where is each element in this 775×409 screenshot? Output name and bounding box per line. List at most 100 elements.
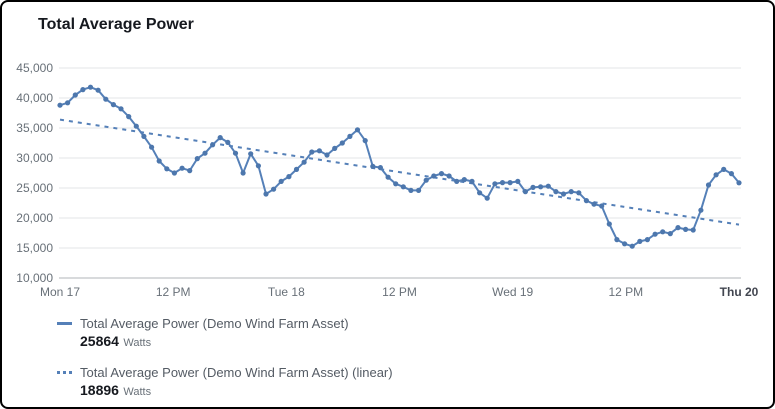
data-point-marker [568,189,574,195]
data-point-marker [637,238,643,244]
data-point-marker [416,187,422,193]
y-axis-label: 45,000 [16,61,53,75]
data-point-marker [385,174,391,180]
data-point-marker [248,151,254,157]
legend-label: Total Average Power (Demo Wind Farm Asse… [80,316,349,331]
data-point-marker [202,150,208,156]
legend-unit: Watts [123,337,152,349]
data-point-marker [217,135,223,141]
data-point-marker [553,189,559,195]
data-point-marker [103,96,109,102]
data-point-marker [492,181,498,187]
x-axis-label: Wed 19 [492,285,533,299]
page-title: Total Average Power [38,16,194,33]
data-point-marker [477,190,483,196]
data-point-marker [400,184,406,190]
data-point-marker [469,178,475,184]
data-point-marker [660,229,666,235]
data-point-marker [599,203,605,209]
data-point-marker [110,102,116,108]
y-axis-label: 10,000 [16,271,53,285]
legend-current-value: 25864 [80,333,119,349]
data-point-marker [484,195,490,201]
main-line-series [59,86,740,248]
data-point-marker [675,225,681,231]
data-point-marker [347,133,353,139]
data-point-marker [210,142,216,148]
trend-line-series [59,118,740,226]
data-point-marker [263,191,269,197]
legend-item-total-average-power-linear[interactable]: Total Average Power (Demo Wind Farm Asse… [57,365,393,400]
solid-line-swatch-icon [57,322,72,325]
data-point-marker [332,145,338,151]
data-point-marker [187,168,193,174]
y-axis-label: 20,000 [16,211,53,225]
data-point-marker [683,226,689,232]
data-point-marker [736,180,742,186]
x-axis-label: 12 PM [156,285,191,299]
data-point-marker [255,163,261,169]
data-point-marker [126,114,132,120]
x-axis-label: Mon 17 [40,285,80,299]
data-point-marker [156,158,162,164]
x-axis-label: 12 PM [608,285,643,299]
data-point-marker [454,178,460,184]
x-axis-label: 12 PM [382,285,417,299]
data-point-marker [522,189,529,195]
data-point-marker [339,140,345,146]
data-point-marker [423,177,429,183]
data-point-marker [461,177,467,183]
dashed-line-swatch-icon [57,371,72,374]
data-point-marker [141,133,147,139]
data-point-marker [179,165,185,171]
data-point-marker [606,221,612,227]
data-point-marker [690,227,696,233]
data-point-marker [225,139,231,145]
data-point-marker [583,198,590,204]
data-point-marker [87,84,94,90]
x-axis-label: Thu 20 [720,285,759,299]
data-point-marker [393,181,399,187]
data-point-marker [614,237,620,243]
data-point-marker [118,106,124,112]
data-point-marker [72,92,78,98]
data-point-marker [370,163,376,169]
data-point-marker [545,183,551,189]
data-point-marker [538,184,544,190]
data-point-marker [362,138,368,144]
data-point-marker [530,184,536,190]
y-axis-label: 25,000 [16,181,53,195]
legend-unit: Watts [123,386,152,398]
data-point-marker [713,172,719,178]
data-point-marker [721,166,727,172]
legend-item-total-average-power[interactable]: Total Average Power (Demo Wind Farm Asse… [57,316,393,351]
data-point-marker [232,150,239,156]
data-point-marker [698,207,704,213]
y-axis-label: 40,000 [16,91,53,105]
data-point-marker [133,123,139,129]
data-point-marker [149,144,155,150]
data-point-marker [576,190,582,196]
legend-current-value: 18896 [80,382,119,398]
data-point-marker [667,231,673,237]
power-chart[interactable]: 45,000 40,000 35,000 30,000 25,000 20,000 15,0… [2,58,775,310]
data-point-marker [194,156,200,162]
data-point-marker [629,243,635,249]
data-point-marker [507,180,513,186]
data-point-marker [278,178,284,184]
data-point-marker [171,170,177,176]
data-point-marker [80,87,86,93]
data-point-marker [271,186,277,192]
data-point-marker [408,187,414,193]
data-point-marker [377,165,383,171]
data-point-marker [652,231,658,237]
data-point-marker [324,152,330,158]
y-axis-label: 30,000 [16,151,53,165]
data-point-marker [354,127,361,133]
data-point-marker [293,166,300,172]
data-point-marker [65,100,71,106]
data-point-marker [591,201,597,207]
data-point-marker [560,191,567,197]
data-point-marker [499,180,506,186]
